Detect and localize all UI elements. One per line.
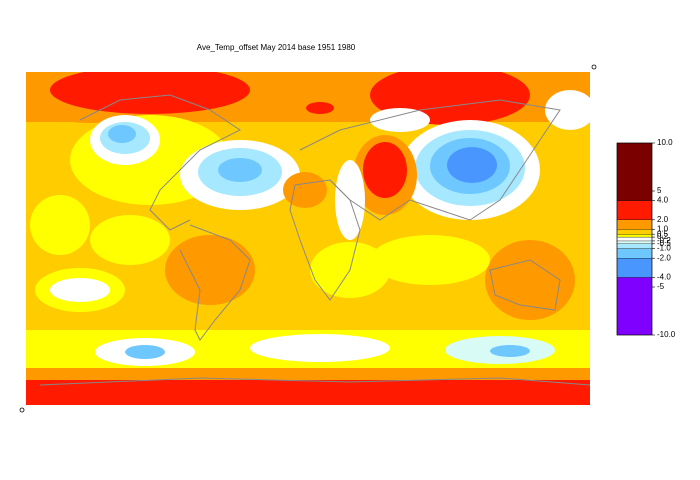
color-bin xyxy=(616,236,653,242)
color-bin xyxy=(616,219,653,230)
tick-label: 10.0 xyxy=(657,138,673,147)
colorbar-frame xyxy=(616,142,653,336)
color-bin xyxy=(616,248,653,259)
tick-label: 0.5 xyxy=(657,229,669,238)
tick-label: 4.0 xyxy=(657,196,669,205)
tick-label: -0.5 xyxy=(657,239,671,248)
tick-label: 2.0 xyxy=(657,215,669,224)
tick-label: -4.0 xyxy=(657,273,671,282)
tick-label: -2.0 xyxy=(657,253,671,262)
color-bin xyxy=(616,277,653,336)
color-bin xyxy=(616,142,653,201)
color-bin xyxy=(616,243,653,249)
color-bin xyxy=(616,200,653,220)
color-bin xyxy=(616,234,653,238)
color-bin xyxy=(616,229,653,235)
map-title: Ave_Temp_offset May 2014 base 1951 1980 xyxy=(197,43,356,52)
tick-label: -5 xyxy=(657,282,665,291)
tick-label: 0.2 xyxy=(657,232,669,241)
corner-marker xyxy=(591,64,597,70)
tick-label: -0.2 xyxy=(657,236,671,245)
color-bin xyxy=(616,240,653,244)
tick-label: 1.0 xyxy=(657,225,669,234)
tick-label: 5 xyxy=(657,186,662,195)
color-legend: 10.0 54.0 2.01.00.50.2-0.2-0.5-1.0-2.0 -4.0… xyxy=(616,138,676,339)
tick-label: -10.0 xyxy=(657,330,676,339)
temperature-map xyxy=(26,72,590,405)
color-bin xyxy=(616,258,653,278)
tick-label: -1.0 xyxy=(657,244,671,253)
corner-marker xyxy=(19,407,25,413)
